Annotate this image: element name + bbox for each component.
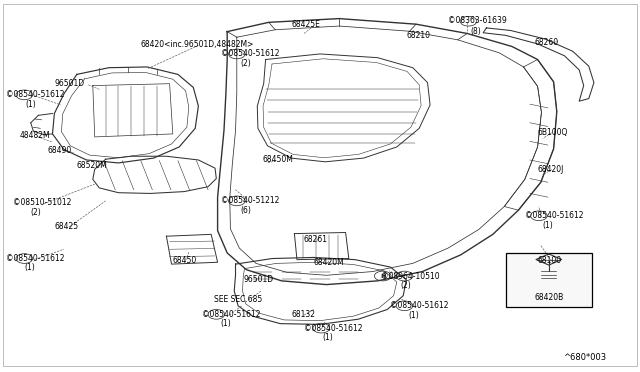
Text: ©08510-51012: ©08510-51012: [13, 198, 71, 207]
Text: 68420M: 68420M: [314, 258, 344, 267]
Text: ©08540-51612: ©08540-51612: [304, 324, 362, 333]
Text: N: N: [380, 273, 385, 279]
Text: 68450M: 68450M: [262, 155, 293, 164]
Text: (2): (2): [400, 281, 411, 290]
Text: 68210: 68210: [406, 31, 430, 40]
Text: (6): (6): [240, 206, 251, 215]
Text: 68425E: 68425E: [291, 20, 320, 29]
Text: 68260: 68260: [534, 38, 559, 47]
Text: ©08540-51212: ©08540-51212: [221, 196, 279, 205]
Text: 68490: 68490: [48, 146, 72, 155]
Text: (1): (1): [543, 221, 554, 230]
Text: ^680*003: ^680*003: [563, 353, 606, 362]
Text: 96501D: 96501D: [243, 275, 273, 284]
Text: (1): (1): [221, 319, 232, 328]
Bar: [506, 253, 592, 307]
Text: (1): (1): [322, 333, 333, 342]
Text: 6B100Q: 6B100Q: [538, 128, 568, 137]
Text: 68420<inc.96501D,48482M>: 68420<inc.96501D,48482M>: [141, 40, 254, 49]
Text: 68132: 68132: [291, 310, 315, 319]
Text: 68450: 68450: [173, 256, 197, 265]
Text: (1): (1): [26, 100, 36, 109]
Text: ©08540-51612: ©08540-51612: [6, 254, 65, 263]
Text: ©08363-61639: ©08363-61639: [448, 16, 507, 25]
Text: 48482M: 48482M: [19, 131, 50, 140]
Text: (2): (2): [31, 208, 42, 217]
Text: 68420B: 68420B: [534, 293, 563, 302]
Text: ®08964-10510: ®08964-10510: [381, 272, 440, 280]
Text: SEE SEC.685: SEE SEC.685: [214, 295, 262, 304]
Text: (1): (1): [24, 263, 35, 272]
Text: 68261: 68261: [304, 235, 328, 244]
Text: ©08540-51612: ©08540-51612: [221, 49, 279, 58]
Text: 68100: 68100: [538, 256, 562, 265]
Text: (1): (1): [408, 311, 419, 320]
Text: (8): (8): [470, 27, 481, 36]
Text: 68420J: 68420J: [538, 165, 564, 174]
Text: 68425: 68425: [54, 222, 79, 231]
Text: ©08540-51612: ©08540-51612: [390, 301, 449, 310]
Text: 68520M: 68520M: [77, 161, 108, 170]
Text: ©08540-51612: ©08540-51612: [525, 211, 583, 220]
Text: 96501D: 96501D: [54, 79, 84, 88]
Text: ©08540-51612: ©08540-51612: [202, 310, 260, 319]
Text: (2): (2): [240, 59, 251, 68]
Text: ©08540-51612: ©08540-51612: [6, 90, 65, 99]
